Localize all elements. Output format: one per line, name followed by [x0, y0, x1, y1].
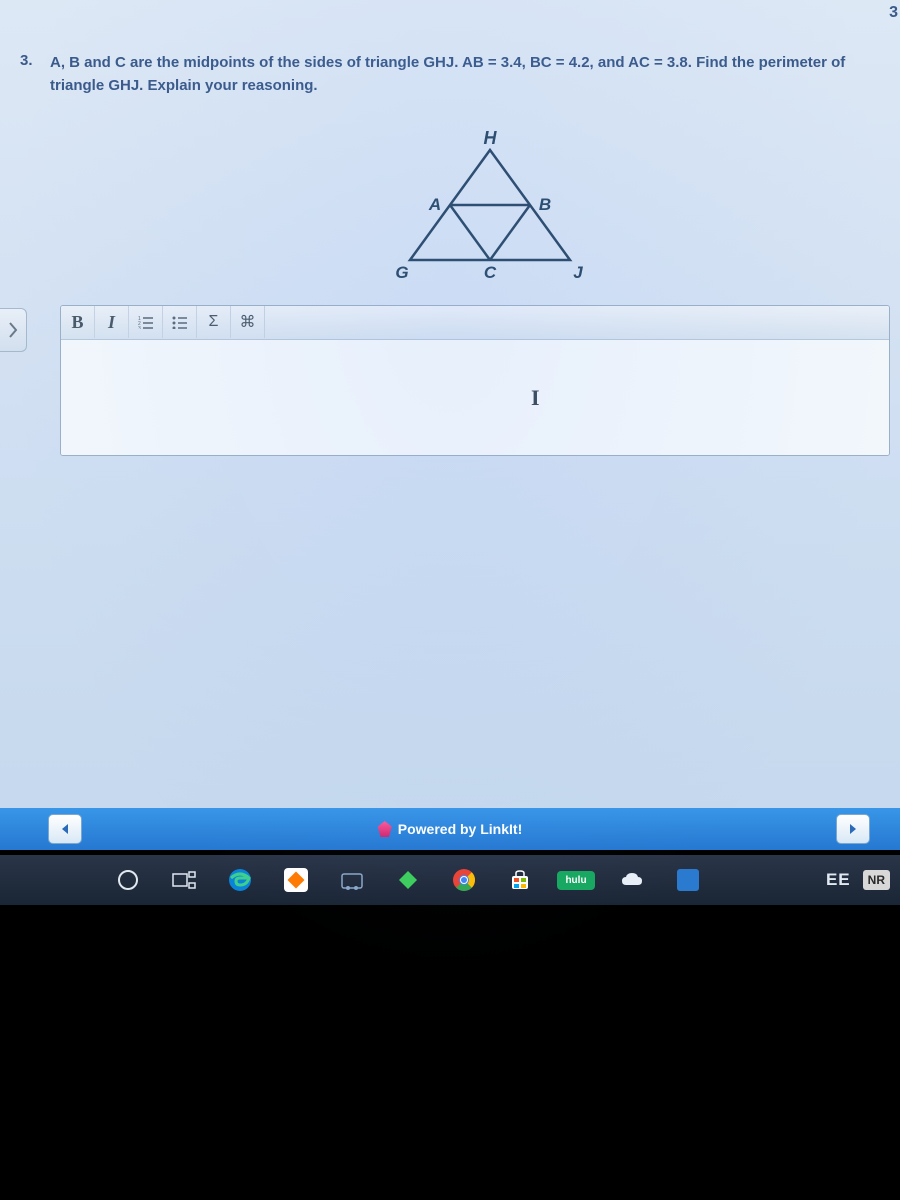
sigma-button[interactable]: Σ [197, 306, 231, 338]
quiz-nav-bar: Powered by LinkIt! [0, 808, 900, 850]
question-block: 3. A, B and C are the midpoints of the s… [20, 52, 890, 97]
label-B: B [539, 195, 551, 214]
label-J: J [573, 263, 583, 280]
powered-by-label: Powered by LinkIt! [378, 821, 522, 837]
triangle-diagram: H A B G C J [380, 130, 600, 280]
cloud-icon[interactable] [614, 862, 650, 898]
tray-nr-badge[interactable]: NR [863, 870, 890, 890]
answer-textarea[interactable]: I [61, 340, 889, 455]
label-C: C [484, 263, 497, 280]
page-number: 3 [889, 4, 898, 22]
unordered-list-button[interactable] [163, 306, 197, 338]
expand-panel-tab[interactable] [0, 308, 27, 352]
quiz-content-area: 3 3. A, B and C are the midpoints of the… [0, 0, 900, 850]
store-icon[interactable] [502, 862, 538, 898]
command-button[interactable]: ⌘ [231, 306, 265, 338]
windows-taskbar: hulu EE NR [0, 855, 900, 905]
italic-button[interactable]: I [95, 306, 129, 338]
question-number: 3. [20, 52, 50, 69]
chrome-icon[interactable] [446, 862, 482, 898]
label-A: A [428, 195, 441, 214]
question-text: A, B and C are the midpoints of the side… [50, 52, 890, 97]
tray-ee-label[interactable]: EE [826, 870, 851, 890]
next-question-button[interactable] [836, 814, 870, 844]
label-G: G [395, 263, 408, 280]
cortana-circle-icon[interactable] [110, 862, 146, 898]
app-icon-diamond[interactable] [390, 862, 426, 898]
prev-question-button[interactable] [48, 814, 82, 844]
text-cursor: I [531, 385, 540, 411]
powered-text: Powered by LinkIt! [398, 821, 522, 837]
linkit-icon [378, 821, 392, 837]
label-H: H [484, 130, 498, 148]
bold-button[interactable]: B [61, 306, 95, 338]
system-tray: EE NR [826, 870, 890, 890]
task-view-icon[interactable] [166, 862, 202, 898]
answer-editor: B I 123 Σ ⌘ I [60, 305, 890, 456]
app-icon-blue[interactable] [670, 862, 706, 898]
edge-browser-icon[interactable] [222, 862, 258, 898]
svg-text:3: 3 [138, 326, 141, 329]
screen-bezel [0, 905, 900, 1200]
editor-toolbar: B I 123 Σ ⌘ [61, 306, 889, 340]
ordered-list-button[interactable]: 123 [129, 306, 163, 338]
app-icon-2[interactable] [334, 862, 370, 898]
app-icon-1[interactable] [278, 862, 314, 898]
hulu-icon[interactable]: hulu [558, 862, 594, 898]
